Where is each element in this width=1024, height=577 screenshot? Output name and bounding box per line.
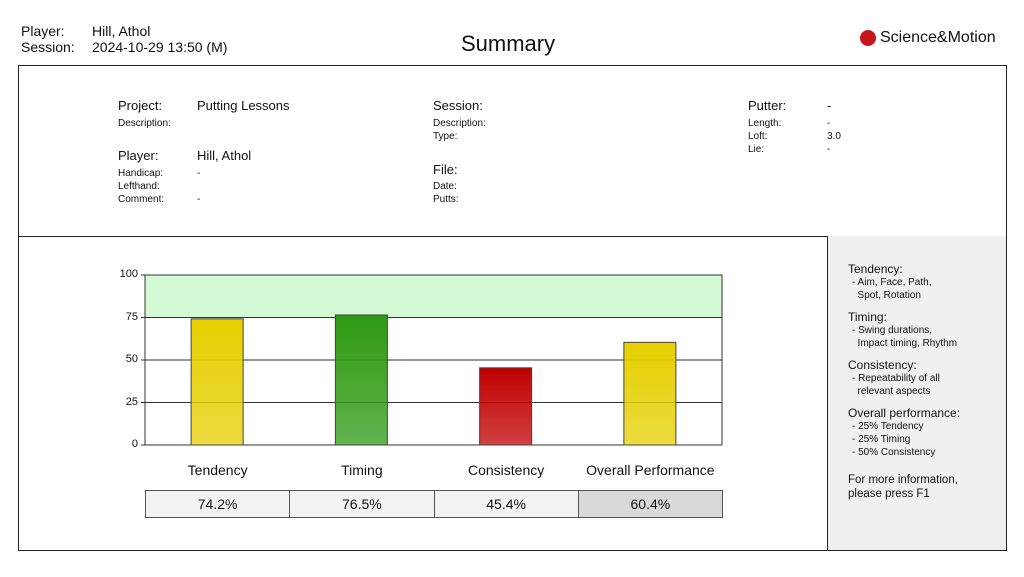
category-label: Overall Performance (586, 462, 715, 478)
value-cell: 74.2% (145, 490, 291, 518)
y-tick-label: 25 (125, 395, 138, 408)
page-title: Summary (461, 31, 556, 56)
summary-bar-chart (141, 274, 723, 446)
lie-label: Lie: (748, 144, 765, 155)
type-label: Type: (433, 131, 458, 142)
category-label: Tendency (187, 462, 248, 478)
file-label: File: (433, 162, 458, 177)
bar-tendency (190, 318, 244, 446)
legend-consistency-title: Consistency: (848, 358, 917, 372)
value-cell: 60.4% (577, 490, 723, 518)
date-label: Date: (433, 181, 457, 192)
target-band (144, 274, 723, 318)
handicap-label: Handicap: (118, 168, 164, 179)
value-cell: 45.4% (433, 490, 579, 518)
putter-value: - (827, 98, 832, 113)
category-label: Timing (341, 462, 383, 478)
length-value: - (827, 118, 831, 129)
divider (18, 236, 1007, 237)
putter-label: Putter: (748, 98, 787, 113)
session-label: Session: (21, 39, 75, 55)
legend-overall-title: Overall performance: (848, 406, 961, 420)
category-label: Consistency (467, 462, 545, 478)
lefthand-label: Lefthand: (118, 181, 160, 192)
lie-value: - (827, 144, 831, 155)
player-info-label: Player: (118, 148, 159, 163)
player-value: Hill, Athol (92, 23, 151, 39)
value-cell: 76.5% (289, 490, 435, 518)
putts-label: Putts: (433, 194, 459, 205)
length-label: Length: (748, 118, 782, 129)
loft-value: 3.0 (827, 131, 841, 142)
y-tick-label: 50 (125, 353, 138, 365)
y-tick-label: 0 (131, 438, 138, 450)
session-info-label: Session: (433, 98, 483, 113)
session-description-label: Description: (433, 118, 486, 129)
player-label: Player: (21, 23, 65, 39)
bar-overall-performance (623, 341, 677, 446)
project-label: Project: (118, 98, 163, 113)
loft-label: Loft: (748, 131, 768, 142)
player-info-value: Hill, Athol (197, 148, 252, 163)
legend-tendency-desc: - Aim, Face, Path, Spot, Rotation (852, 277, 932, 301)
comment-value: - (197, 194, 201, 205)
logo: Science&Motion (860, 29, 996, 47)
legend-panel: Tendency: - Aim, Face, Path, Spot, Rotat… (827, 236, 1007, 551)
y-tick-label: 75 (125, 310, 138, 323)
help-text: For more information, please press F1 (848, 474, 958, 500)
session-value: 2024-10-29 13:50 (M) (92, 39, 228, 55)
logo-icon (860, 30, 876, 46)
bar-timing (334, 314, 388, 446)
description-label: Description: (118, 118, 171, 129)
legend-timing-title: Timing: (848, 310, 887, 324)
project-value: Putting Lessons (197, 98, 290, 113)
legend-timing-desc: - Swing durations, Impact timing, Rhythm (852, 325, 958, 349)
bar-consistency (479, 367, 533, 446)
legend-consistency-desc: - Repeatability of all relevant aspects (852, 373, 940, 397)
y-tick-label: 100 (119, 268, 138, 280)
legend-tendency-title: Tendency: (848, 262, 903, 276)
handicap-value: - (197, 168, 201, 179)
legend-overall-desc: - 25% Tendency - 25% Timing - 50% Consis… (852, 421, 936, 458)
comment-label: Comment: (118, 194, 165, 205)
